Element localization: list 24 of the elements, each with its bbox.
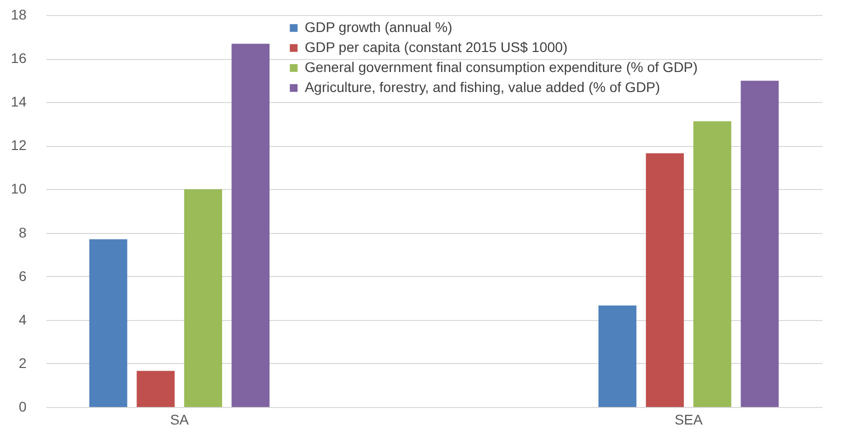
- y-tick-label: 4: [18, 311, 27, 328]
- bar: [89, 239, 128, 407]
- y-tick-label: 14: [10, 94, 27, 110]
- bar: [184, 189, 222, 407]
- bar: [693, 121, 732, 407]
- legend-label: Agriculture, forestry, and fishing, value added (% of GDP): [304, 79, 660, 95]
- bar: [136, 370, 175, 407]
- y-tick-label: 8: [18, 224, 27, 240]
- legend-label: GDP per capita (constant 2015 US$ 1000): [304, 39, 568, 55]
- bar: [232, 44, 270, 407]
- bar: [740, 80, 779, 407]
- y-tick-label: 2: [18, 354, 27, 371]
- y-tick-label: 18: [10, 6, 27, 22]
- y-tick-label: 12: [10, 137, 27, 154]
- y-tick-label: 16: [10, 50, 27, 66]
- y-tick-label: 10: [10, 180, 27, 197]
- x-tick-label: SA: [170, 412, 190, 428]
- bar: [646, 153, 684, 407]
- legend-label: General government final consumption expenditure (% of GDP): [304, 59, 698, 75]
- y-tick-label: 6: [18, 268, 27, 284]
- bar: [598, 306, 636, 407]
- legend-label: GDP growth (annual %): [304, 19, 452, 35]
- x-tick-label: SEA: [674, 412, 704, 428]
- y-tick-label: 0: [18, 398, 27, 414]
